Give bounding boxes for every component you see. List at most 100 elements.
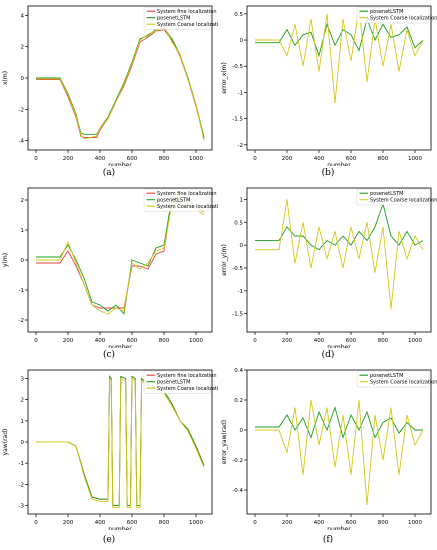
y-tick-label: -1 [238,289,243,295]
y-tick-label: 1 [21,419,25,425]
y-axis-label: y(m) [2,253,9,267]
series-line-1 [255,8,424,103]
x-tick-label: 600 [127,156,138,162]
plot-frame [246,5,432,151]
legend-entry: posenetLSTM [370,9,403,15]
x-tick-label: 800 [378,338,389,344]
series-line-0 [255,202,424,251]
legend-box [143,6,211,30]
series-line-1 [36,196,205,316]
y-tick-label: -0.4 [232,488,243,494]
legend-box [356,370,430,388]
y-tick-label: -2 [238,143,243,149]
legend-entry: System Coarse localization [370,380,437,386]
y-tick-label: 3 [21,376,25,382]
y-tick-label: -0.5 [232,266,243,272]
legend-entry: posenetLSTM [157,380,190,386]
legend-entry: posenetLSTM [370,191,403,197]
legend-entry: System Coarse localization [157,22,218,28]
x-tick-label: 800 [159,156,170,162]
x-tick-label: 600 [346,156,357,162]
x-tick-label: 0 [34,338,38,344]
x-tick-label: 600 [127,338,138,344]
y-tick-label: 0.2 [234,398,243,404]
x-tick-label: 200 [63,338,74,344]
caption-c: (c) [102,350,116,360]
legend-box [143,188,211,212]
y-tick-label: -2 [19,107,24,113]
y-tick-label: -0.5 [232,64,243,70]
y-axis-label: yaw(rad) [2,429,9,456]
legend: System fine localizationposenetLSTMSyste… [143,6,218,30]
series-line-1 [36,375,205,506]
chart-svg: 0 200 400 600 800 1000 -0.4 -0.2 0 0.2 0.4 number er… [221,368,437,530]
y-tick-label: -1.5 [232,312,243,318]
x-axis-label: number [327,162,351,166]
x-tick-label: 1000 [189,520,203,526]
y-tick-label: 1 [240,197,244,203]
series-line-2 [36,193,205,315]
y-tick-label: 0 [240,243,244,249]
x-tick-label: 400 [314,520,325,526]
x-tick-label: 800 [378,156,389,162]
chart-panel-b: 0 200 400 600 800 1000 -2 -1.5 -1 -0.5 0 0.5 number e… [219,0,437,166]
y-tick-label: -0.2 [232,458,243,464]
x-axis-label: number [327,344,351,348]
x-tick-label: 0 [34,520,38,526]
y-tick-label: 2 [21,45,25,51]
x-tick-label: 800 [159,520,170,526]
x-tick-label: 200 [282,156,293,162]
series-line-0 [255,17,424,58]
x-tick-label: 1000 [408,338,422,344]
series-line-2 [36,25,205,141]
chart-svg: 0 200 400 600 800 1000 -4 -2 0 2 4 number x(m) System… [2,5,218,166]
x-tick-label: 200 [63,520,74,526]
y-axis-label: error_y(m) [221,244,228,276]
y-tick-label: -1 [238,90,243,96]
y-tick-label: 1 [21,228,25,234]
x-axis-label: number [108,162,132,166]
x-tick-label: 1000 [408,156,422,162]
caption-d: (d) [321,350,335,360]
x-tick-label: 200 [282,338,293,344]
x-tick-label: 1000 [189,156,203,162]
legend-entry: System fine localization [157,373,217,379]
legend-entry: System Coarse localization [157,386,218,392]
series-line-0 [255,405,423,440]
y-tick-label: -1 [19,461,24,467]
x-tick-label: 0 [34,156,38,162]
y-tick-label: 0 [240,38,244,44]
y-tick-label: -2 [19,482,24,488]
caption-b: (b) [321,168,335,178]
legend-box [356,6,430,24]
x-axis-label: number [108,526,132,530]
x-tick-label: 600 [127,520,138,526]
x-tick-label: 800 [378,520,389,526]
plot-frame [246,369,432,515]
legend-entry: System fine localization [157,191,217,197]
x-tick-label: 800 [159,338,170,344]
y-tick-label: 0 [21,76,25,82]
chart-panel-d: 0 200 400 600 800 1000 -1.5 -1 -0.5 0 0.5 1 number er… [219,182,437,348]
x-tick-label: 400 [95,156,106,162]
x-tick-label: 0 [253,338,257,344]
caption-e: (e) [102,535,116,545]
x-tick-label: 1000 [408,520,422,526]
y-tick-label: 0.5 [234,12,243,18]
legend-box [143,370,211,394]
y-tick-label: -1.5 [232,117,243,123]
x-tick-label: 1000 [189,338,203,344]
x-axis-label: number [327,526,351,530]
y-axis-label: error_x(m) [221,62,228,94]
chart-svg: 0 200 400 600 800 1000 -3 -2 -1 0 1 2 3 number yaw(rad… [2,369,218,530]
legend-box [356,188,430,206]
y-tick-label: 0.5 [234,220,243,226]
series-line-1 [255,399,424,506]
chart-svg: 0 200 400 600 800 1000 -2 -1 0 1 2 number y(m) System… [2,187,218,348]
chart-svg: 0 200 400 600 800 1000 -1.5 -1 -0.5 0 0.5 1 number er… [221,187,437,348]
y-axis-label: error_yaw(rad) [221,420,228,464]
chart-panel-a: 0 200 400 600 800 1000 -4 -2 0 2 4 number x(m) System… [0,0,218,166]
caption-a: (a) [102,168,116,178]
x-tick-label: 0 [253,156,257,162]
